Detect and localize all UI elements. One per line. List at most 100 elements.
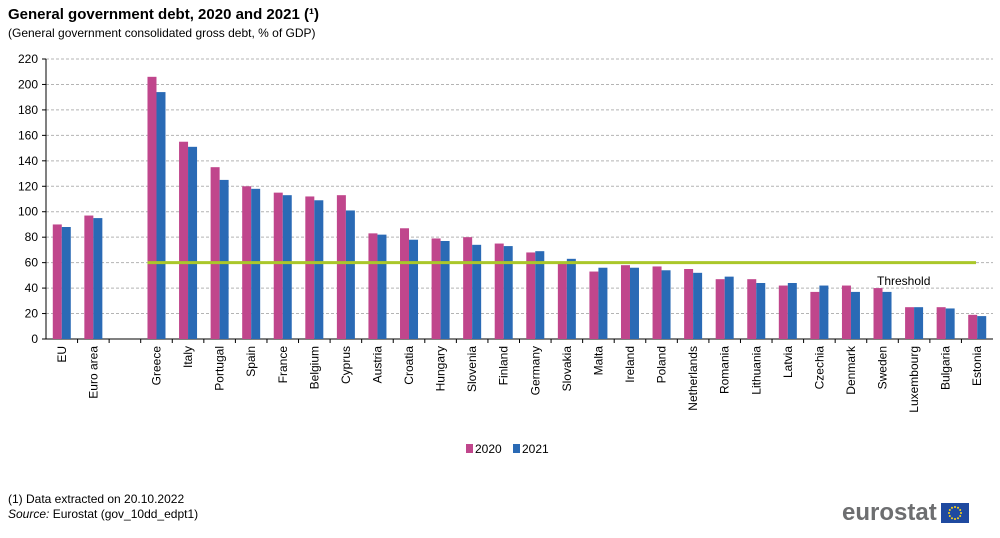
x-tick-label: EU [55, 346, 69, 363]
bar-2021 [345, 210, 355, 339]
bar-2020 [273, 192, 283, 339]
bar-2021 [661, 270, 671, 339]
x-tick-label: Estonia [970, 346, 984, 386]
x-tick-label: Euro area [86, 346, 100, 399]
x-tick-label: Luxembourg [907, 346, 921, 413]
x-tick-label: Poland [655, 346, 669, 383]
y-tick-label: 80 [25, 230, 39, 244]
y-tick-label: 0 [31, 332, 38, 346]
x-tick-label: Austria [370, 346, 384, 384]
bar-2020 [715, 279, 725, 339]
x-tick-label: Lithuania [749, 346, 763, 395]
bar-2021 [440, 241, 450, 339]
bar-2021 [188, 146, 198, 339]
x-tick-label: Netherlands [686, 346, 700, 411]
bar-2021 [629, 267, 639, 339]
chart-title: General government debt, 2020 and 2021 (… [8, 6, 319, 23]
x-tick-label: Finland [497, 346, 511, 385]
bar-2021 [598, 267, 608, 339]
bar-2021 [724, 276, 734, 339]
x-tick-label: Denmark [844, 345, 858, 395]
bar-2020 [810, 291, 820, 339]
bar-2020 [684, 269, 694, 339]
bar-2021 [566, 258, 576, 339]
legend-label-2021: 2021 [522, 442, 549, 456]
x-tick-label: Spain [244, 346, 258, 377]
bar-2021 [314, 200, 324, 339]
y-tick-label: 200 [18, 77, 38, 91]
y-tick-label: 20 [25, 307, 39, 321]
bar-2020 [778, 285, 788, 339]
bar-2020 [589, 271, 599, 339]
bar-2020 [305, 196, 315, 339]
x-tick-label: Italy [181, 346, 195, 368]
x-tick-label: Bulgaria [939, 346, 953, 390]
bar-2021 [377, 234, 387, 339]
bar-2021 [156, 92, 166, 339]
bar-2020 [968, 314, 978, 339]
bar-2020 [179, 141, 189, 339]
bar-2020 [84, 215, 94, 339]
chart-subtitle: (General government consolidated gross d… [8, 26, 316, 40]
x-tick-label: France [276, 346, 290, 384]
bar-2021 [93, 218, 103, 339]
eurostat-logo: eurostat [842, 499, 969, 527]
bar-2020 [336, 195, 346, 339]
bar-2021 [945, 308, 955, 339]
x-tick-label: Latvia [781, 346, 795, 378]
x-tick-label: Hungary [434, 346, 448, 391]
bar-2021 [282, 195, 292, 339]
bar-2020 [494, 243, 504, 339]
bar-2020 [147, 76, 157, 340]
x-tick-label: Germany [528, 346, 542, 395]
legend-label-2020: 2020 [475, 442, 502, 456]
y-tick-label: 180 [18, 103, 38, 117]
bar-2021 [977, 316, 987, 339]
x-tick-label: Slovakia [560, 346, 574, 392]
bar-2021 [409, 239, 419, 339]
bar-2020 [557, 263, 567, 339]
x-tick-label: Portugal [213, 346, 227, 391]
bar-2020 [463, 237, 473, 339]
bar-2020 [652, 266, 662, 339]
bar-2020 [210, 167, 220, 339]
bar-2020 [400, 228, 410, 339]
y-tick-label: 160 [18, 128, 38, 142]
y-tick-label: 40 [25, 281, 39, 295]
x-tick-label: Malta [591, 346, 605, 376]
bar-2020 [431, 238, 441, 339]
bar-2021 [914, 307, 924, 339]
y-tick-label: 140 [18, 154, 38, 168]
x-tick-label: Croatia [402, 346, 416, 385]
legend-swatch-2020 [466, 444, 473, 453]
bar-2020 [52, 224, 62, 339]
bar-2021 [535, 251, 545, 339]
bar-2020 [905, 307, 915, 339]
x-tick-label: Slovenia [465, 346, 479, 392]
bar-2021 [756, 283, 766, 339]
bar-2020 [841, 285, 851, 339]
bar-2020 [936, 307, 946, 339]
x-tick-label: Belgium [307, 346, 321, 389]
y-tick-label: 120 [18, 179, 38, 193]
x-tick-label: Romania [718, 346, 732, 394]
bar-2020 [873, 288, 883, 339]
logo-text: eurostat [842, 499, 937, 526]
x-tick-label: Ireland [623, 346, 637, 383]
x-tick-label: Cyprus [339, 346, 353, 384]
y-tick-label: 100 [18, 205, 38, 219]
bar-2020 [747, 279, 757, 339]
bar-2021 [787, 283, 797, 339]
threshold-label: Threshold [877, 274, 930, 288]
footnote: (1) Data extracted on 20.10.2022 [8, 492, 185, 506]
bar-2020 [620, 265, 630, 339]
bar-2021 [850, 291, 860, 339]
x-tick-label: Czechia [812, 346, 826, 390]
bar-2020 [368, 233, 378, 339]
bar-2020 [526, 252, 536, 339]
source-label: Source: [8, 507, 50, 521]
x-tick-label: Greece [149, 346, 163, 386]
y-tick-label: 220 [18, 52, 38, 66]
eu-flag-icon [940, 503, 969, 523]
